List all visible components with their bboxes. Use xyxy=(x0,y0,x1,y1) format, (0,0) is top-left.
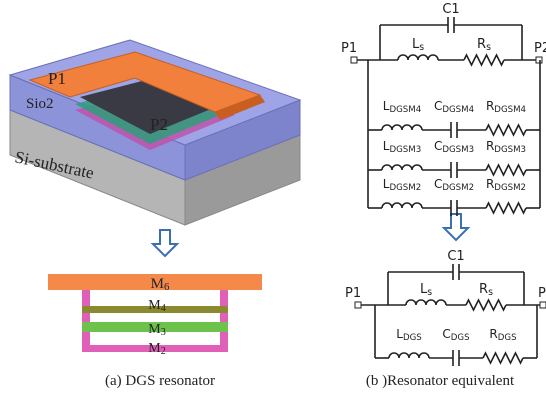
port xyxy=(351,57,357,63)
resistor-label-sub: s xyxy=(488,287,493,298)
resistor xyxy=(464,55,504,65)
inductor xyxy=(382,203,422,208)
resistor-label-base: R xyxy=(486,177,494,191)
inductor-label-sub: DGSM2 xyxy=(389,183,421,193)
inductor xyxy=(406,300,446,305)
resistor-label-sub: DGSM4 xyxy=(494,105,526,115)
capacitor-label-sub: DGSM4 xyxy=(442,105,474,115)
layer-label-sub: 4 xyxy=(161,303,166,314)
inductor-label: Ls xyxy=(420,282,432,298)
inductor-label-sub: DGSM4 xyxy=(389,105,421,115)
resistor-label-sub: DGSM3 xyxy=(494,145,526,155)
capacitor-label: CDGSM2 xyxy=(434,177,474,193)
inductor-label-sub: DGS xyxy=(403,333,422,343)
capacitor-label-base: C xyxy=(434,139,442,153)
via-left xyxy=(82,290,90,352)
resistor xyxy=(486,165,526,175)
figure: P1 Sio2 P2 Si-substrate (a) DGS resonato… xyxy=(0,0,546,397)
port xyxy=(355,302,361,308)
label-sio2: Sio2 xyxy=(26,96,54,112)
capacitor-label-sub: DGSM3 xyxy=(442,145,474,155)
inductor xyxy=(398,55,438,60)
capacitor-label-base: C xyxy=(434,99,442,113)
inductor-label-sub: s xyxy=(427,287,432,298)
resistor xyxy=(486,203,526,213)
inductor-label-sub: DGSM3 xyxy=(389,145,421,155)
inductor-label: LDGS xyxy=(396,327,422,343)
capacitor-label-sub: DGSM2 xyxy=(442,183,474,193)
resistor-label-base: R xyxy=(479,282,488,297)
port-label: P2 xyxy=(534,41,546,56)
port-label: P1 xyxy=(341,41,357,56)
inductor xyxy=(389,353,429,358)
port-label: P1 xyxy=(345,286,361,301)
arrow-right xyxy=(444,214,468,240)
resistor-label-base: R xyxy=(486,139,494,153)
layer-label-base: M xyxy=(148,322,161,337)
inductor-label: Ls xyxy=(412,37,424,53)
inductor xyxy=(382,125,422,130)
resistor-label: RDGSM3 xyxy=(486,139,526,155)
layer-label-base: M xyxy=(148,341,161,356)
resistor-label-base: R xyxy=(486,99,494,113)
capacitor-label: CDGS xyxy=(442,327,469,343)
label-p1: P1 xyxy=(48,69,66,88)
layer-label: M4 xyxy=(148,298,166,314)
inductor-label: LDGSM4 xyxy=(383,99,421,115)
resistor-label-sub: DGS xyxy=(498,333,517,343)
port xyxy=(540,302,546,308)
inductor xyxy=(382,165,422,170)
page: {"left": {"labels": {"p1": "P1", "sio2":… xyxy=(0,0,546,397)
inductor-label: LDGSM2 xyxy=(383,177,421,193)
resistor-label-base: R xyxy=(477,37,486,52)
layer-label-sub: 6 xyxy=(164,281,170,293)
resistor xyxy=(483,353,523,363)
layer-label-sub: 2 xyxy=(161,346,166,357)
cap-label: C1 xyxy=(447,249,464,264)
resistor xyxy=(486,125,526,135)
resistor-label: Rs xyxy=(479,282,493,298)
port-label: P2 xyxy=(538,286,546,301)
resistor-label-base: R xyxy=(489,327,497,341)
resistor xyxy=(466,300,506,310)
inductor-label-sub: s xyxy=(419,42,424,53)
resonator-3d: P1 Sio2 P2 Si-substrate xyxy=(10,40,300,225)
layer-label-sub: 3 xyxy=(161,327,166,338)
resistor-label: RDGSM2 xyxy=(486,177,526,193)
cap-label: C1 xyxy=(442,2,459,17)
arrow-left xyxy=(153,230,177,256)
resistor-label: RDGS xyxy=(489,327,516,343)
resistor-label: RDGSM4 xyxy=(486,99,526,115)
label-p2: P2 xyxy=(150,115,168,134)
via-right xyxy=(220,290,228,352)
capacitor-label: CDGSM4 xyxy=(434,99,474,115)
capacitor-label-base: C xyxy=(442,327,450,341)
caption-left: (a) DGS resonator xyxy=(105,373,215,389)
port xyxy=(536,57,542,63)
caption-right: (b )Resonator equivalent xyxy=(366,373,515,389)
capacitor-label-base: C xyxy=(434,177,442,191)
capacitor-label-sub: DGS xyxy=(451,333,470,343)
resistor-label: Rs xyxy=(477,37,491,53)
inductor-label: LDGSM3 xyxy=(383,139,421,155)
resistor-label-sub: s xyxy=(486,42,491,53)
layer-label-base: M xyxy=(148,298,161,313)
resistor-label-sub: DGSM2 xyxy=(494,183,526,193)
layer-label-base: M xyxy=(151,276,164,292)
capacitor-label: CDGSM3 xyxy=(434,139,474,155)
